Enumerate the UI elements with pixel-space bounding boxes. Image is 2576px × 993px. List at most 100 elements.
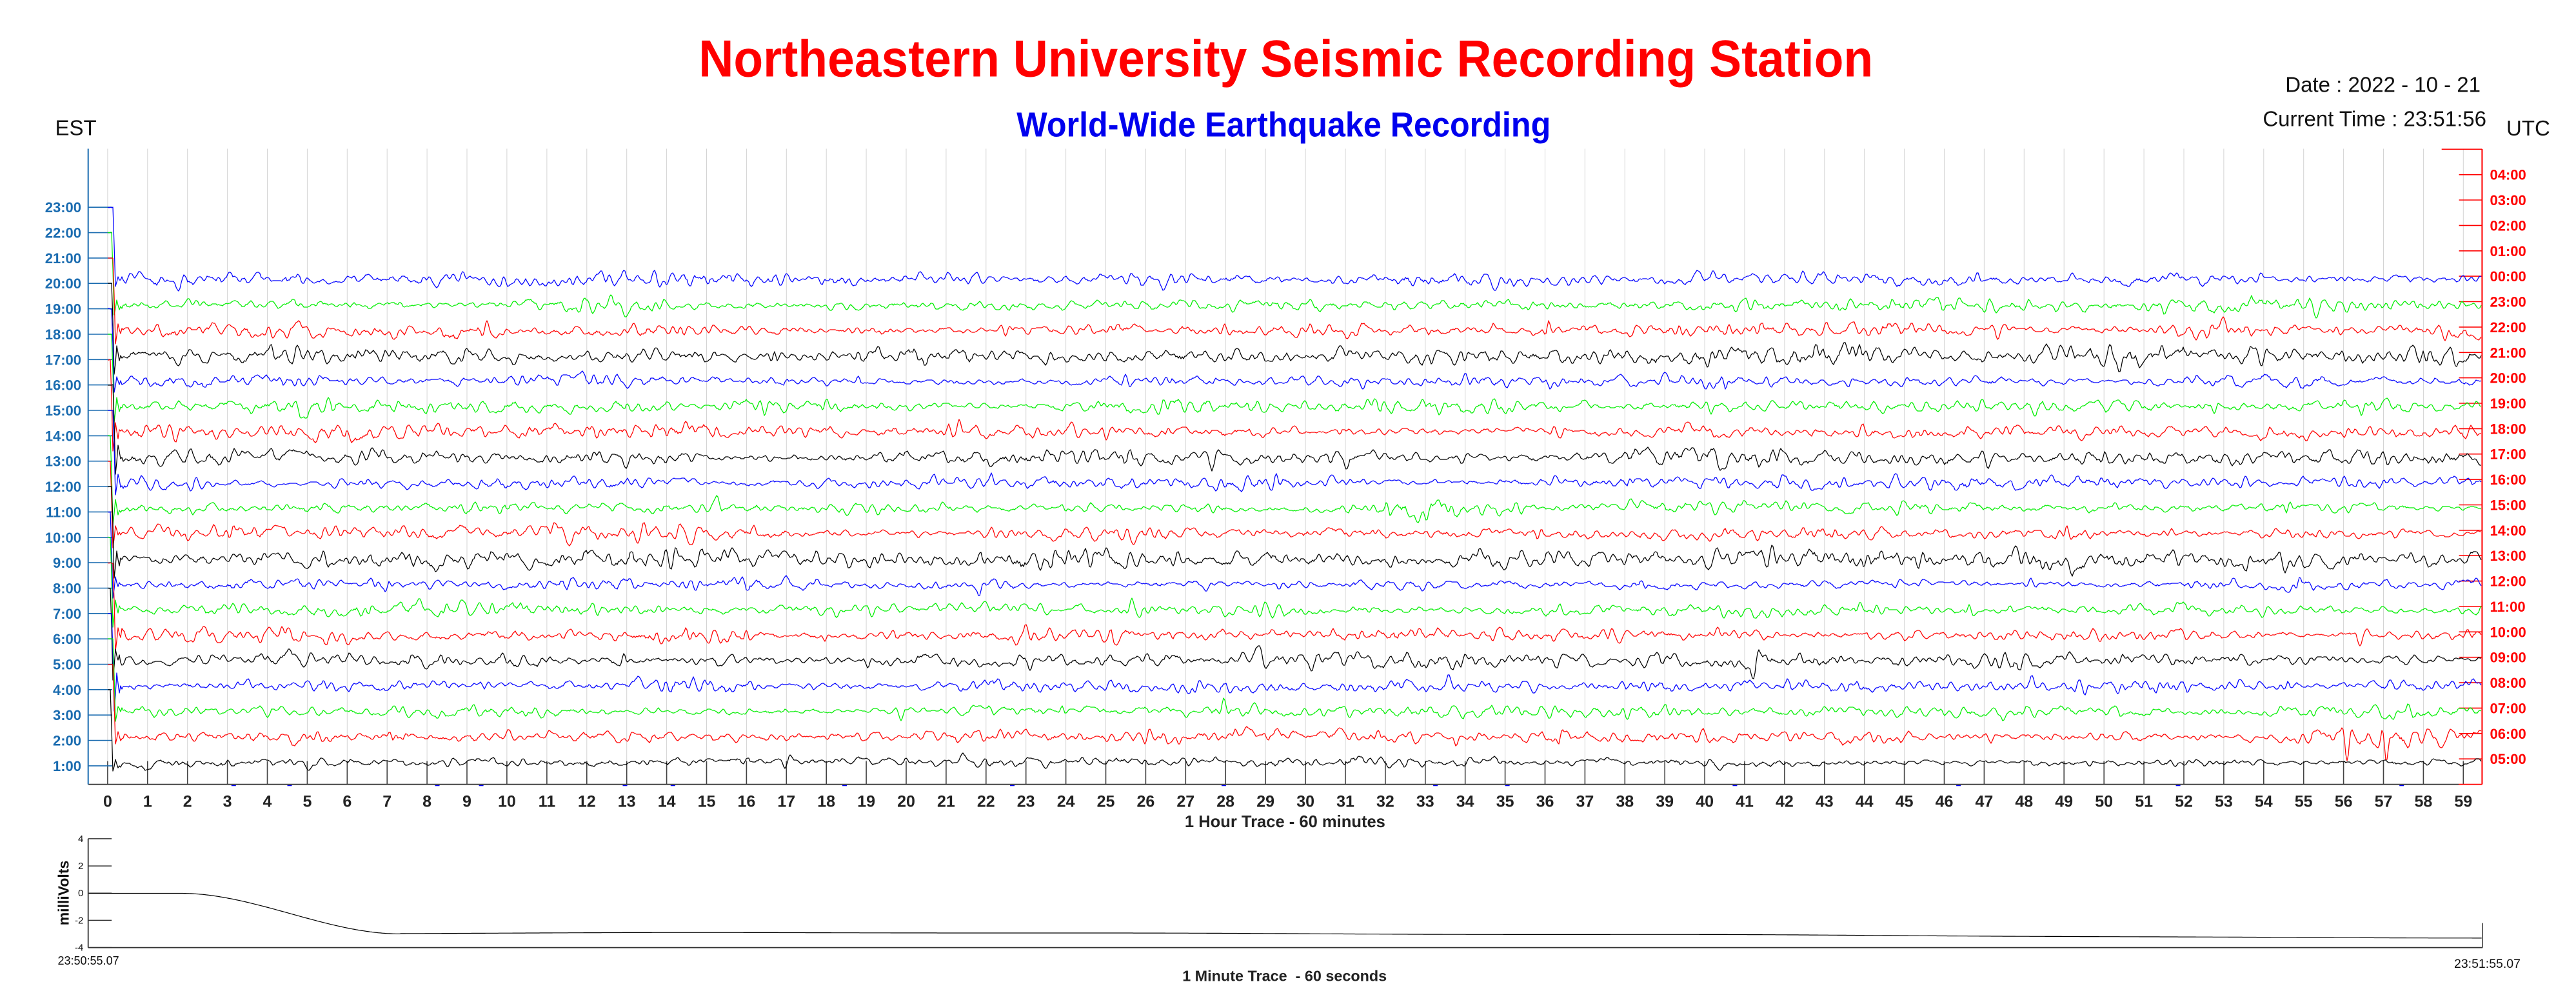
svg-text:2: 2 — [183, 792, 192, 810]
svg-text:18:00: 18:00 — [45, 326, 81, 343]
svg-text:19: 19 — [857, 792, 875, 810]
svg-text:0: 0 — [78, 888, 83, 899]
svg-text:9: 9 — [462, 792, 471, 810]
svg-text:34: 34 — [1456, 792, 1474, 810]
svg-text:18: 18 — [817, 792, 835, 810]
svg-text:7: 7 — [382, 792, 391, 810]
svg-text:Current Time : 23:51:56: Current Time : 23:51:56 — [2263, 106, 2486, 130]
svg-text:milliVolts: milliVolts — [55, 861, 72, 926]
svg-text:40: 40 — [1696, 792, 1714, 810]
svg-text:1 Hour Trace - 60 minutes: 1 Hour Trace - 60 minutes — [1185, 813, 1385, 831]
svg-text:8: 8 — [422, 792, 431, 810]
svg-text:59: 59 — [2454, 792, 2472, 810]
svg-text:29: 29 — [1256, 792, 1274, 810]
svg-text:Northeastern University Seismi: Northeastern University Seismic Recordin… — [698, 30, 1873, 88]
svg-text:23: 23 — [1017, 792, 1035, 810]
svg-text:01:00: 01:00 — [2490, 243, 2526, 259]
svg-text:4: 4 — [263, 792, 272, 810]
svg-text:56: 56 — [2335, 792, 2353, 810]
svg-text:52: 52 — [2175, 792, 2193, 810]
svg-text:02:00: 02:00 — [2490, 217, 2526, 234]
svg-text:20: 20 — [897, 792, 915, 810]
svg-text:20:00: 20:00 — [2490, 370, 2526, 386]
svg-text:53: 53 — [2215, 792, 2233, 810]
svg-text:51: 51 — [2135, 792, 2153, 810]
svg-text:9:00: 9:00 — [53, 555, 81, 571]
svg-text:4: 4 — [78, 834, 83, 845]
svg-text:Date : 2022 - 10 - 21: Date : 2022 - 10 - 21 — [2285, 73, 2481, 97]
svg-text:18:00: 18:00 — [2490, 421, 2526, 437]
svg-text:10:00: 10:00 — [45, 530, 81, 546]
svg-text:17:00: 17:00 — [2490, 446, 2526, 463]
svg-text:16: 16 — [737, 792, 755, 810]
svg-text:39: 39 — [1656, 792, 1674, 810]
svg-text:10: 10 — [498, 792, 516, 810]
svg-text:UTC: UTC — [2506, 116, 2550, 140]
svg-text:06:00: 06:00 — [2490, 726, 2526, 742]
svg-text:22: 22 — [977, 792, 995, 810]
svg-text:-2: -2 — [75, 915, 83, 926]
svg-text:49: 49 — [2055, 792, 2073, 810]
svg-text:11:00: 11:00 — [46, 504, 81, 520]
svg-text:14: 14 — [658, 792, 676, 810]
svg-text:35: 35 — [1496, 792, 1514, 810]
svg-text:26: 26 — [1136, 792, 1154, 810]
svg-text:22:00: 22:00 — [45, 225, 81, 241]
svg-text:54: 54 — [2255, 792, 2273, 810]
svg-text:16:00: 16:00 — [45, 377, 81, 394]
svg-text:45: 45 — [1896, 792, 1914, 810]
svg-text:17: 17 — [777, 792, 795, 810]
svg-text:33: 33 — [1416, 792, 1434, 810]
svg-text:5:00: 5:00 — [53, 657, 81, 673]
svg-text:20:00: 20:00 — [45, 276, 81, 292]
svg-text:04:00: 04:00 — [2490, 167, 2526, 183]
svg-text:0: 0 — [103, 792, 112, 810]
svg-text:22:00: 22:00 — [2490, 319, 2526, 336]
svg-text:28: 28 — [1216, 792, 1234, 810]
svg-text:41: 41 — [1736, 792, 1754, 810]
svg-text:21:00: 21:00 — [2490, 345, 2526, 361]
svg-text:23:00: 23:00 — [45, 199, 81, 216]
svg-text:-4: -4 — [75, 943, 83, 954]
svg-text:48: 48 — [2015, 792, 2033, 810]
svg-text:13: 13 — [618, 792, 636, 810]
svg-text:38: 38 — [1616, 792, 1634, 810]
svg-text:30: 30 — [1296, 792, 1314, 810]
svg-text:05:00: 05:00 — [2490, 751, 2526, 767]
svg-text:15:00: 15:00 — [2490, 497, 2526, 514]
svg-text:14:00: 14:00 — [45, 428, 81, 444]
svg-text:2: 2 — [78, 861, 83, 872]
svg-text:10:00: 10:00 — [2490, 624, 2526, 640]
svg-text:46: 46 — [1936, 792, 1954, 810]
svg-text:57: 57 — [2375, 792, 2393, 810]
svg-text:21: 21 — [937, 792, 955, 810]
svg-text:12:00: 12:00 — [45, 479, 81, 495]
svg-text:55: 55 — [2295, 792, 2313, 810]
svg-text:6:00: 6:00 — [53, 631, 81, 647]
svg-text:1: 1 — [143, 792, 152, 810]
svg-text:13:00: 13:00 — [2490, 548, 2526, 564]
svg-text:16:00: 16:00 — [2490, 472, 2526, 488]
svg-text:4:00: 4:00 — [53, 682, 81, 698]
svg-text:8:00: 8:00 — [53, 581, 81, 597]
svg-text:36: 36 — [1536, 792, 1554, 810]
svg-text:13:00: 13:00 — [45, 454, 81, 470]
svg-text:00:00: 00:00 — [2490, 268, 2526, 285]
svg-text:7:00: 7:00 — [53, 606, 81, 622]
svg-text:15: 15 — [698, 792, 716, 810]
svg-text:23:00: 23:00 — [2490, 294, 2526, 310]
svg-text:09:00: 09:00 — [2490, 650, 2526, 666]
svg-text:07:00: 07:00 — [2490, 700, 2526, 716]
svg-text:14:00: 14:00 — [2490, 523, 2526, 539]
svg-text:2:00: 2:00 — [53, 733, 81, 749]
svg-text:World-Wide Earthquake Recordin: World-Wide Earthquake Recording — [1016, 106, 1551, 145]
svg-text:08:00: 08:00 — [2490, 675, 2526, 691]
svg-text:43: 43 — [1816, 792, 1834, 810]
svg-text:50: 50 — [2095, 792, 2113, 810]
svg-text:25: 25 — [1097, 792, 1115, 810]
svg-text:3: 3 — [223, 792, 232, 810]
svg-text:15:00: 15:00 — [45, 403, 81, 419]
svg-text:19:00: 19:00 — [2490, 396, 2526, 412]
svg-text:32: 32 — [1376, 792, 1394, 810]
svg-text:11: 11 — [539, 792, 556, 810]
